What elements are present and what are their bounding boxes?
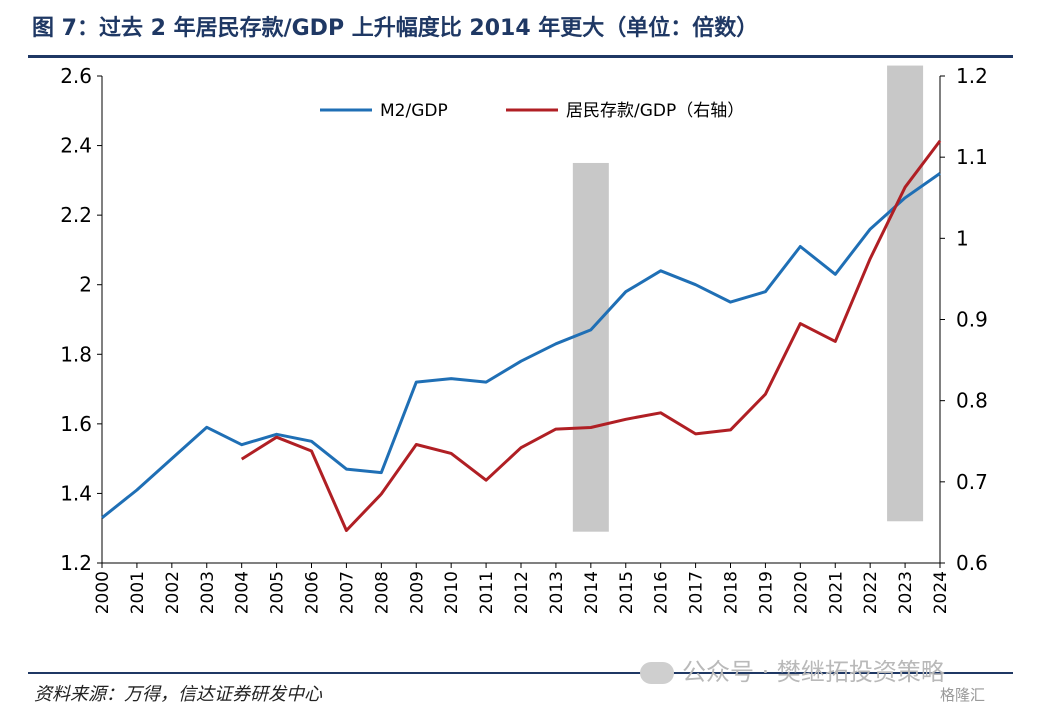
series-line-m2 [101,172,941,519]
right-tick-label: 0.6 [956,551,988,575]
x-tick-label: 2006 [303,571,323,614]
legend-label-m2: M2/GDP [380,101,448,121]
x-tick-label: 2018 [722,571,742,614]
wechat-icon [640,662,674,684]
chart-title: 图 7：过去 2 年居民存款/GDP 上升幅度比 2014 年更大（单位：倍数） [32,16,759,41]
left-tick-label: 1.8 [60,342,92,366]
series-lines [101,139,942,532]
x-tick-label: 2013 [547,571,567,614]
source-note: 资料来源：万得，信达证券研发中心 [34,684,322,705]
x-tick-label: 2008 [372,571,392,614]
x-tick-label: 2024 [931,571,951,614]
x-tick-label: 2007 [337,571,357,614]
footer-divider [28,672,1013,674]
x-tick-label: 2003 [198,571,218,614]
watermark-text: 公众号 · 樊继拓投资策略 [682,658,945,686]
right-tick-label: 1.2 [956,64,988,88]
shaded-periods [572,65,924,532]
x-tick-label: 2020 [791,571,811,614]
right-tick-label: 0.8 [956,389,988,413]
x-tick-label: 2005 [268,571,288,614]
legend-label-deposit: 居民存款/GDP（右轴） [566,101,744,121]
x-tick-label: 2017 [687,571,707,614]
title-divider [28,55,1013,58]
shaded-period-2023 [887,65,924,522]
x-tick-label: 2021 [826,571,846,614]
x-tick-label: 2009 [407,571,427,614]
right-tick-label: 1.1 [956,145,988,169]
left-tick-label: 1.6 [60,412,92,436]
legend: M2/GDP 居民存款/GDP（右轴） [320,101,744,121]
watermark: 公众号 · 樊继拓投资策略 [640,652,945,687]
x-tick-label: 2010 [442,571,462,614]
right-tick-label: 0.7 [956,470,988,494]
x-tick-label: 2015 [617,571,637,614]
x-tick-label: 2002 [163,571,183,614]
x-tick-label: 2016 [652,571,672,614]
left-tick-label: 1.4 [60,481,92,505]
axes: 1.2 1.4 1.6 1.8 2 2.2 2.4 2.6 0.6 0.7 0.8 0.9 1 1.1 1.… [60,64,988,614]
x-tick-label: 2014 [582,571,602,614]
left-tick-label: 1.2 [60,551,92,575]
x-tick-label: 2004 [233,571,253,614]
x-tick-label: 2023 [896,571,916,614]
left-tick-label: 2.4 [60,134,92,158]
x-tick-label: 2019 [756,571,776,614]
right-tick-label: 0.9 [956,308,988,332]
left-tick-label: 2.2 [60,203,92,227]
x-tick-label: 2000 [93,571,113,614]
right-tick-label: 1 [956,226,969,250]
x-tick-label: 2012 [512,571,532,614]
left-tick-label: 2.6 [60,64,92,88]
x-tick-label: 2022 [861,571,881,614]
corner-logo: 格隆汇 [940,686,986,704]
x-tick-label: 2001 [128,571,148,614]
x-tick-label: 2011 [477,571,497,614]
left-tick-label: 2 [79,273,92,297]
series-line-deposit [240,139,942,532]
shaded-period-2014 [572,162,609,532]
